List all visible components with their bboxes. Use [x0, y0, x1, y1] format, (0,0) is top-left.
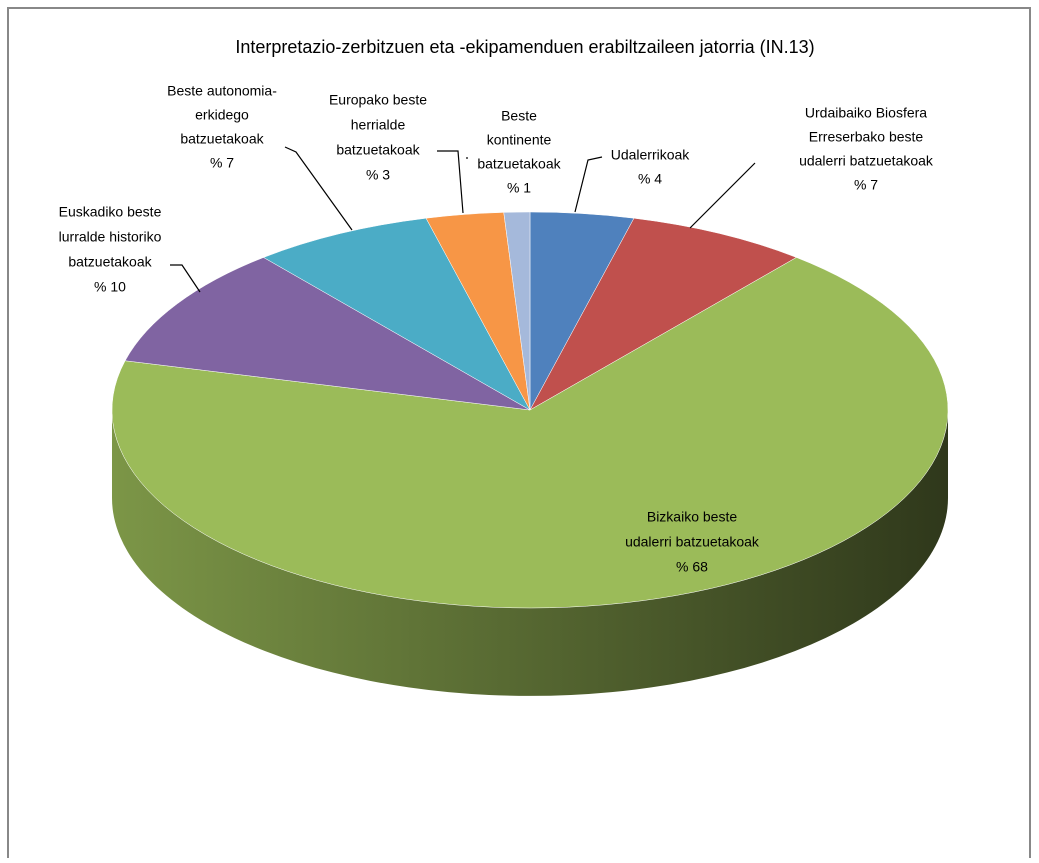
value-label: % 7	[854, 177, 878, 193]
leader-line	[437, 150, 464, 214]
value-label: % 1	[507, 180, 531, 196]
slice-label: udalerri batzuetakoak	[625, 534, 760, 550]
value-label: % 4	[638, 171, 662, 187]
slice-label: batzuetakoak	[68, 254, 152, 270]
slice-label: Euskadiko beste	[59, 204, 162, 220]
slice	[529, 217, 798, 411]
value-label: % 68	[676, 559, 708, 575]
chart-title: Interpretazio-zerbitzuen eta -ekipamendu…	[235, 37, 814, 57]
slice-label: erkidego	[195, 107, 249, 123]
slice	[124, 257, 531, 411]
slice-label: batzuetakoak	[180, 131, 264, 147]
value-label: % 7	[210, 155, 234, 171]
slice-label: Udalerrikoak	[611, 147, 691, 163]
slice-label: kontinente	[487, 132, 552, 148]
value-label: % 10	[94, 279, 126, 295]
slice-label: Bizkaiko beste	[647, 509, 737, 525]
slice-label: Beste autonomia-	[167, 83, 277, 99]
slice-label: lurralde historiko	[59, 229, 162, 245]
slice-label: batzuetakoak	[477, 156, 561, 172]
slice	[503, 211, 531, 411]
slice-label: batzuetakoak	[336, 142, 420, 158]
slice-label: Beste	[501, 108, 537, 124]
leader-line	[170, 264, 201, 293]
slice-side	[112, 410, 948, 696]
slice-label: herrialde	[351, 117, 406, 133]
slice	[111, 257, 949, 609]
slice	[262, 217, 531, 411]
value-label: % 3	[366, 167, 390, 183]
leader-line	[574, 156, 603, 213]
leader-line	[284, 146, 353, 231]
slice-label: Europako beste	[329, 92, 427, 108]
slice-label: Erreserbako beste	[809, 129, 924, 145]
slice-label: Urdaibaiko Biosfera	[805, 105, 927, 121]
slice-label: udalerri batzuetakoak	[799, 153, 934, 169]
leader-line	[689, 162, 756, 229]
